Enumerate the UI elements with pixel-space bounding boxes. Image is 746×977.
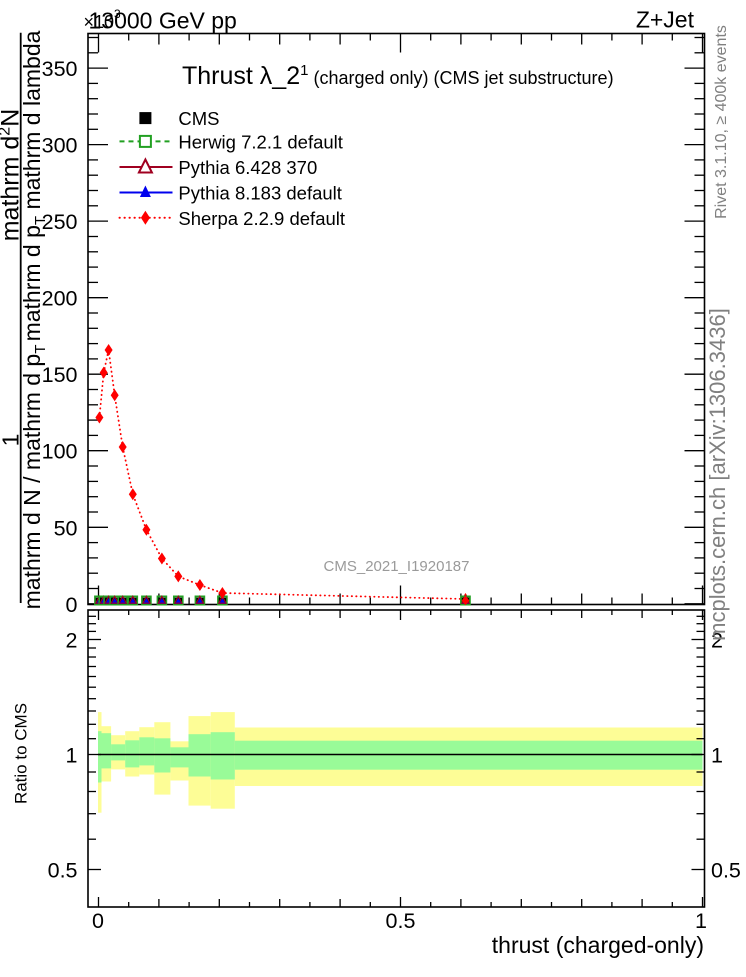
svg-text:Rivet 3.1.10, ≥ 400k events: Rivet 3.1.10, ≥ 400k events (713, 25, 730, 219)
svg-text:1: 1 (695, 909, 707, 933)
svg-text:350: 350 (42, 57, 78, 81)
svg-text:1: 1 (66, 744, 78, 768)
svg-text:2: 2 (66, 629, 78, 653)
svg-text:2: 2 (711, 629, 723, 653)
svg-text:CMS: CMS (178, 108, 219, 129)
svg-text:0: 0 (66, 593, 78, 617)
svg-text:0.5: 0.5 (711, 859, 741, 883)
svg-text:mathrm d N / mathrm d pT: mathrm d N / mathrm d pT (19, 345, 49, 610)
svg-text:1: 1 (711, 744, 723, 768)
svg-text:thrust (charged-only): thrust (charged-only) (492, 932, 704, 958)
svg-text:100: 100 (42, 440, 78, 464)
svg-text:Pythia 8.183 default: Pythia 8.183 default (178, 183, 342, 204)
svg-text:0: 0 (92, 909, 104, 933)
svg-text:1: 1 (0, 434, 24, 447)
svg-text:mcplots.cern.ch [arXiv:1306.34: mcplots.cern.ch [arXiv:1306.3436] (705, 308, 730, 641)
svg-text:CMS_2021_I1920187: CMS_2021_I1920187 (324, 558, 470, 575)
svg-text:mathrm d pT mathrm d lambda: mathrm d pT mathrm d lambda (19, 30, 49, 341)
svg-text:50: 50 (54, 516, 78, 540)
svg-text:0.5: 0.5 (48, 859, 78, 883)
svg-text:13000 GeV pp: 13000 GeV pp (89, 8, 237, 34)
svg-text:mathrm d2N: mathrm d2N (0, 109, 25, 242)
svg-text:Pythia 6.428 370: Pythia 6.428 370 (178, 157, 317, 178)
svg-text:0.5: 0.5 (386, 909, 416, 933)
svg-text:200: 200 (42, 287, 78, 311)
svg-text:150: 150 (42, 363, 78, 387)
svg-text:Herwig 7.2.1 default: Herwig 7.2.1 default (178, 131, 343, 152)
svg-text:250: 250 (42, 210, 78, 234)
svg-text:300: 300 (42, 134, 78, 158)
svg-text:Ratio to CMS: Ratio to CMS (12, 703, 31, 804)
svg-text:Z+Jet: Z+Jet (636, 7, 695, 33)
svg-text:Sherpa 2.2.9 default: Sherpa 2.2.9 default (178, 208, 345, 229)
